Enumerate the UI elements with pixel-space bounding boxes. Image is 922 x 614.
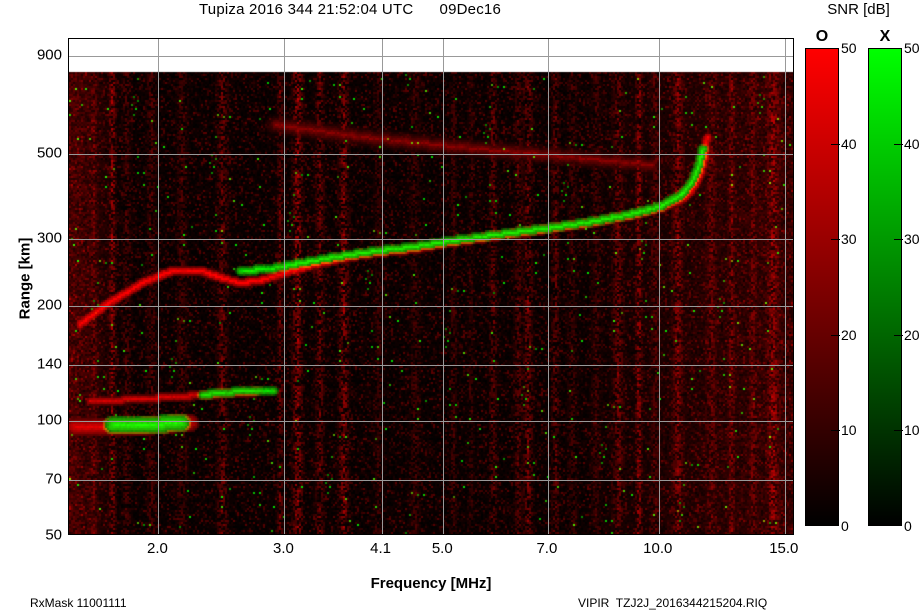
colorbar-tick-dash xyxy=(831,143,840,145)
page-title: Tupiza 2016 344 21:52:04 UTC 09Dec16 xyxy=(199,1,501,18)
colorbar-tick-dash xyxy=(894,430,903,432)
colorbar-tick-dash xyxy=(894,143,903,145)
colorbar-gradient[interactable] xyxy=(805,48,839,526)
colorbar-tick-dash xyxy=(894,334,903,336)
x-tick-label: 3.0 xyxy=(273,540,294,557)
colorbar-tick-label: 50 xyxy=(904,40,920,56)
colorbar-tick-label: 10 xyxy=(831,422,857,438)
colorbar-tick-label: 10 xyxy=(894,422,920,438)
colorbar-tick-dash xyxy=(831,430,840,432)
y-tick-label: 100 xyxy=(36,411,62,429)
y-tick-label: 500 xyxy=(36,144,62,162)
colorbar-tick-label: 20 xyxy=(894,327,920,343)
colorbar-mode-label: X xyxy=(879,28,891,45)
ionogram-canvas-wrap xyxy=(69,39,793,534)
x-axis-tick-labels: 2.0 3.0 4.1 5.0 7.0 10.0 15.0 xyxy=(68,540,798,562)
colorbar-tick-label: 40 xyxy=(894,136,920,152)
colorbar-tick-label: 0 xyxy=(904,518,912,534)
ionogram-heatmap[interactable] xyxy=(69,39,793,534)
colorbar-header: SNR [dB] xyxy=(827,1,890,18)
x-axis-title: Frequency [MHz] xyxy=(370,575,492,592)
source-filename-label: VIPIR TZJ2J_2016344215204.RIQ xyxy=(578,596,768,610)
colorbar-tick-dash xyxy=(894,239,903,241)
y-tick-label: 140 xyxy=(36,355,62,373)
colorbar-tick-label: 20 xyxy=(831,327,857,343)
x-tick-label: 15.0 xyxy=(769,540,799,557)
x-tick-label: 2.0 xyxy=(146,540,168,557)
colorbar-tick-label: 0 xyxy=(841,518,849,534)
colorbar-tick-dash xyxy=(831,334,840,336)
x-tick-label: 5.0 xyxy=(431,540,453,557)
x-tick-label: 10.0 xyxy=(643,540,673,557)
y-tick-label: 900 xyxy=(36,46,62,64)
colorbar-tick-label: 40 xyxy=(831,136,857,152)
y-tick-label: 200 xyxy=(36,296,62,314)
y-tick-label: 70 xyxy=(45,470,62,488)
plot-gridlines xyxy=(69,39,793,534)
x-tick-label: 7.0 xyxy=(536,540,558,557)
y-tick-label: 50 xyxy=(45,526,62,544)
colorbar-tick-label: 50 xyxy=(841,40,857,56)
y-tick-label: 300 xyxy=(36,229,62,247)
rxmask-label: RxMask 11001111 xyxy=(30,596,127,610)
colorbar-tick-label: 30 xyxy=(894,231,920,247)
colorbar-tick-label: 30 xyxy=(831,231,857,247)
colorbar-gradient[interactable] xyxy=(868,48,902,526)
y-axis-tick-labels: 900 500 300 200 140 100 70 50 xyxy=(12,38,62,544)
colorbar-ticks: 50 40 30 20 10 0 xyxy=(894,40,922,534)
ionogram-plot-frame[interactable] xyxy=(68,38,794,535)
colorbar-tick-dash xyxy=(831,239,840,241)
colorbar-ticks: 50 40 30 20 10 0 xyxy=(831,40,869,534)
x-tick-label: 4.1 xyxy=(370,540,392,557)
colorbar-mode-label: O xyxy=(815,28,829,45)
